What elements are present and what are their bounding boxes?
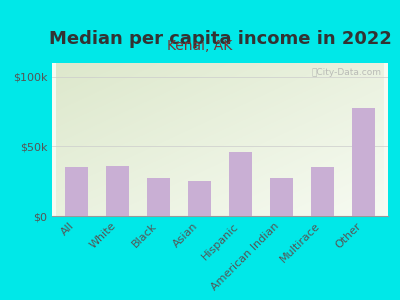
Text: ⓘCity-Data.com: ⓘCity-Data.com xyxy=(311,68,381,76)
Bar xyxy=(188,181,211,216)
Bar xyxy=(147,178,170,216)
Bar xyxy=(270,178,293,216)
Bar xyxy=(352,107,375,216)
Title: Median per capita income in 2022: Median per capita income in 2022 xyxy=(48,30,392,48)
Bar xyxy=(106,166,129,216)
Text: Kenai, AK: Kenai, AK xyxy=(167,40,233,53)
Bar xyxy=(311,167,334,216)
Bar xyxy=(229,152,252,216)
Bar xyxy=(65,167,88,216)
